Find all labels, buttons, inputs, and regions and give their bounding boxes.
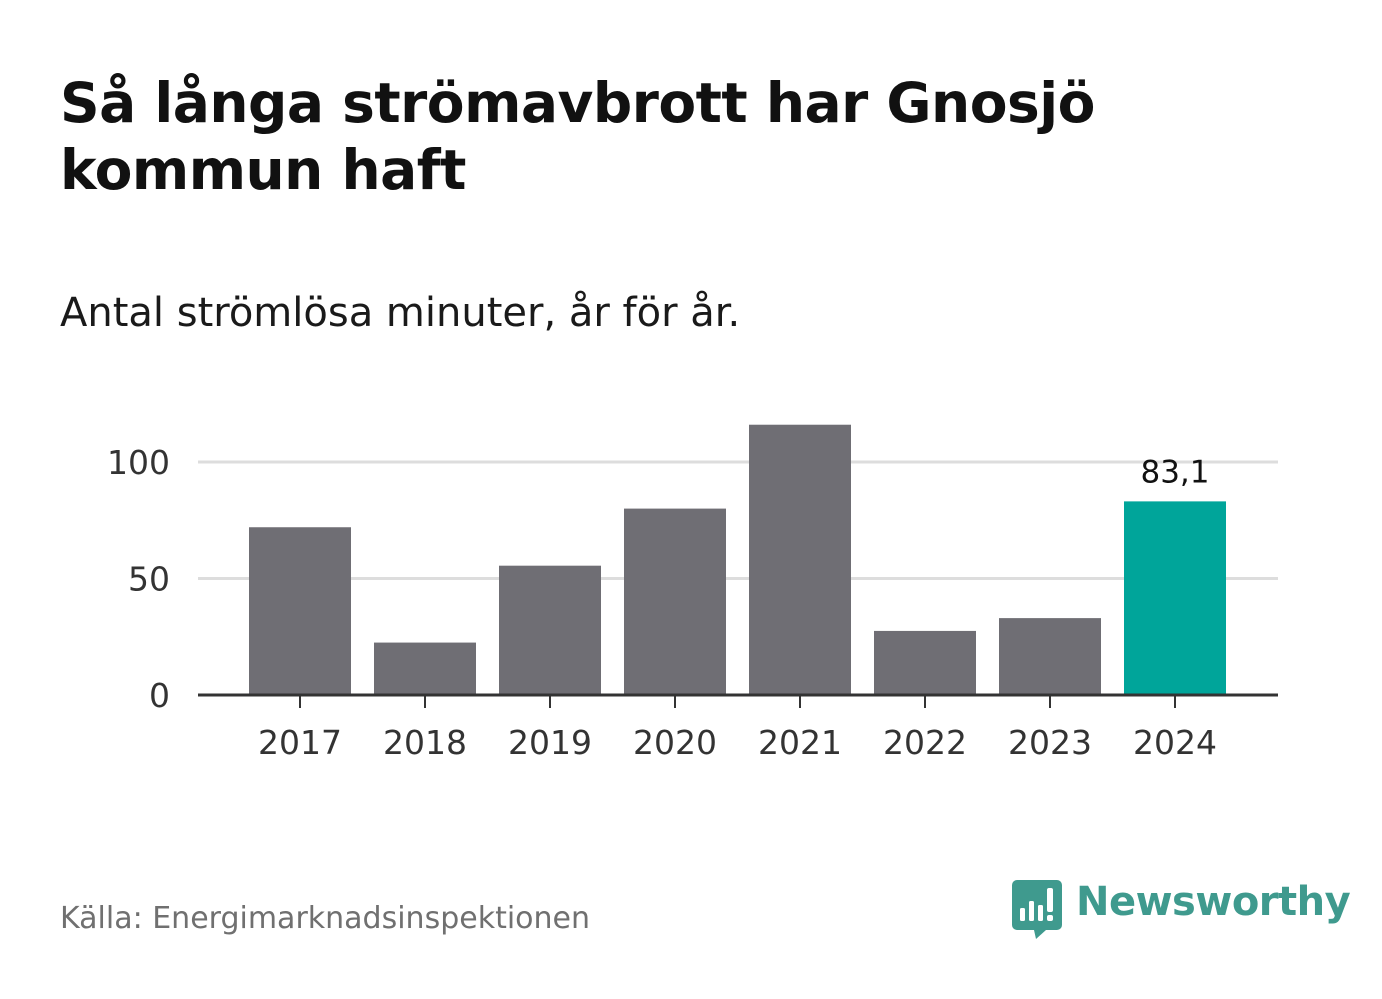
bar-2020	[624, 508, 726, 695]
bar-2023	[999, 618, 1101, 695]
bar-2019	[499, 565, 601, 695]
x-tick-label: 2020	[633, 723, 717, 762]
x-axis	[198, 693, 1278, 708]
source-note: Källa: Energimarknadsinspektionen	[60, 901, 591, 936]
chart-subtitle: Antal strömlösa minuter, år för år.	[60, 290, 741, 336]
x-tick-label: 2021	[758, 723, 842, 762]
bar-2024	[1124, 501, 1226, 695]
y-tick-label: 0	[149, 676, 170, 715]
x-tick-label: 2017	[258, 723, 342, 762]
x-tick-label: 2024	[1133, 723, 1217, 762]
labels: 0 50 100 2017 2018 2019 2020 2021 2022 2023 2024 83…	[107, 443, 1217, 762]
bar-chart: 0 50 100 2017 2018 2019 2020 2021 2022 2023 2024 83…	[107, 424, 1278, 762]
bars	[249, 424, 1226, 695]
newsworthy-logo-icon	[1012, 880, 1062, 939]
gridlines	[198, 460, 1278, 580]
x-tick-label: 2022	[883, 723, 967, 762]
x-tick-label: 2018	[383, 723, 467, 762]
data-label: 83,1	[1140, 454, 1209, 490]
y-tick-label: 50	[128, 560, 170, 599]
x-tick-label: 2019	[508, 723, 592, 762]
bar-2017	[249, 527, 351, 695]
x-tick-label: 2023	[1008, 723, 1092, 762]
brand-name: Newsworthy	[1076, 879, 1351, 925]
bar-2022	[874, 630, 976, 695]
newsworthy-brand: Newsworthy	[1012, 879, 1351, 940]
bar-2018	[374, 642, 476, 695]
chart-title: Så långa strömavbrott har Gnosjö kommun …	[60, 71, 1095, 202]
y-tick-label: 100	[107, 443, 170, 482]
bar-2021	[749, 424, 851, 695]
